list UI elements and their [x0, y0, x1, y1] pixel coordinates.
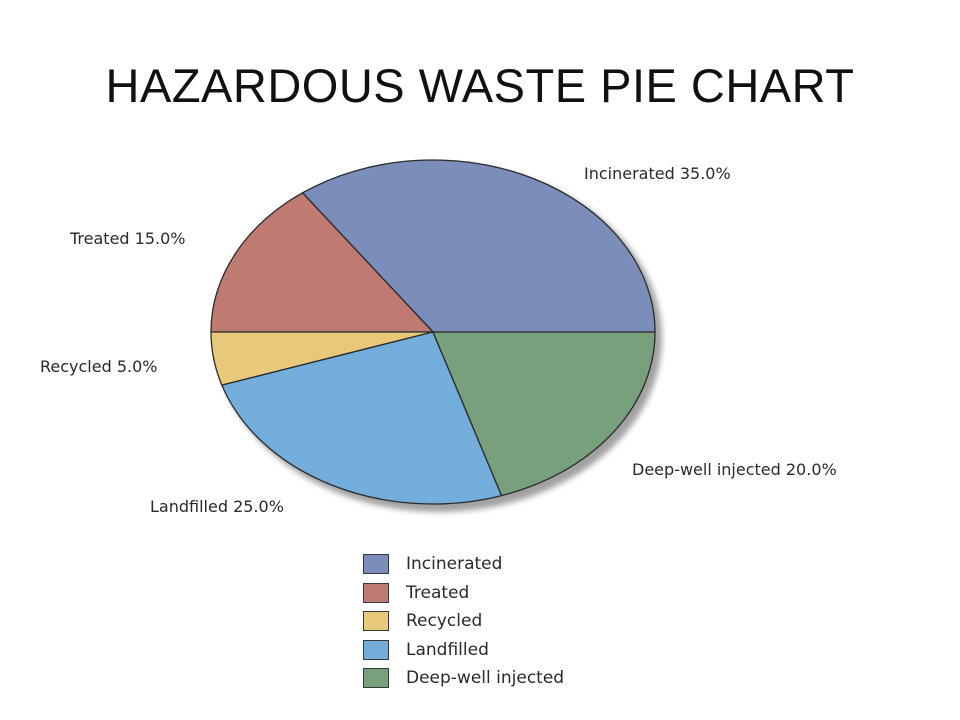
- pie-slice-deep-well-injected: [432, 331, 656, 497]
- legend-item-treated: Treated: [360, 579, 630, 608]
- pie-slice-treated: [210, 192, 434, 333]
- legend-label-incinerated: Incinerated: [406, 554, 503, 575]
- legend-swatch-recycled: [363, 611, 389, 632]
- slice-label-recycled: Recycled 5.0%: [40, 357, 157, 376]
- legend-label-treated: Treated: [406, 582, 470, 603]
- slice-label-incinerated: Incinerated 35.0%: [584, 164, 731, 183]
- slice-label-deep-well: Deep-well injected 20.0%: [632, 460, 837, 479]
- slice-label-landfilled: Landfilled 25.0%: [150, 497, 284, 516]
- legend-item-deep-well: Deep-well injected: [360, 664, 630, 693]
- pie-slice-landfilled: [221, 331, 503, 505]
- legend-item-incinerated: Incinerated: [360, 550, 630, 579]
- legend-label-deep-well: Deep-well injected: [406, 668, 565, 689]
- legend-swatch-treated: [363, 582, 389, 603]
- legend-item-recycled: Recycled: [360, 607, 630, 636]
- legend-item-landfilled: Landfilled: [360, 636, 630, 665]
- legend-label-recycled: Recycled: [406, 611, 483, 632]
- legend-swatch-deep-well: [363, 668, 389, 689]
- chart-title: HAZARDOUS WASTE PIE CHART: [105, 59, 855, 112]
- pie-slices: [210, 159, 656, 505]
- slice-label-treated: Treated 15.0%: [69, 229, 185, 248]
- slice-labels: Incinerated 35.0% Treated 15.0% Recycled…: [40, 164, 837, 516]
- legend-label-landfilled: Landfilled: [406, 639, 489, 660]
- pie-slice-incinerated: [301, 159, 656, 333]
- legend-swatch-landfilled: [363, 639, 389, 660]
- chart-legend: Incinerated Treated Recycled Landfilled …: [360, 550, 630, 693]
- legend-swatch-incinerated: [363, 554, 389, 575]
